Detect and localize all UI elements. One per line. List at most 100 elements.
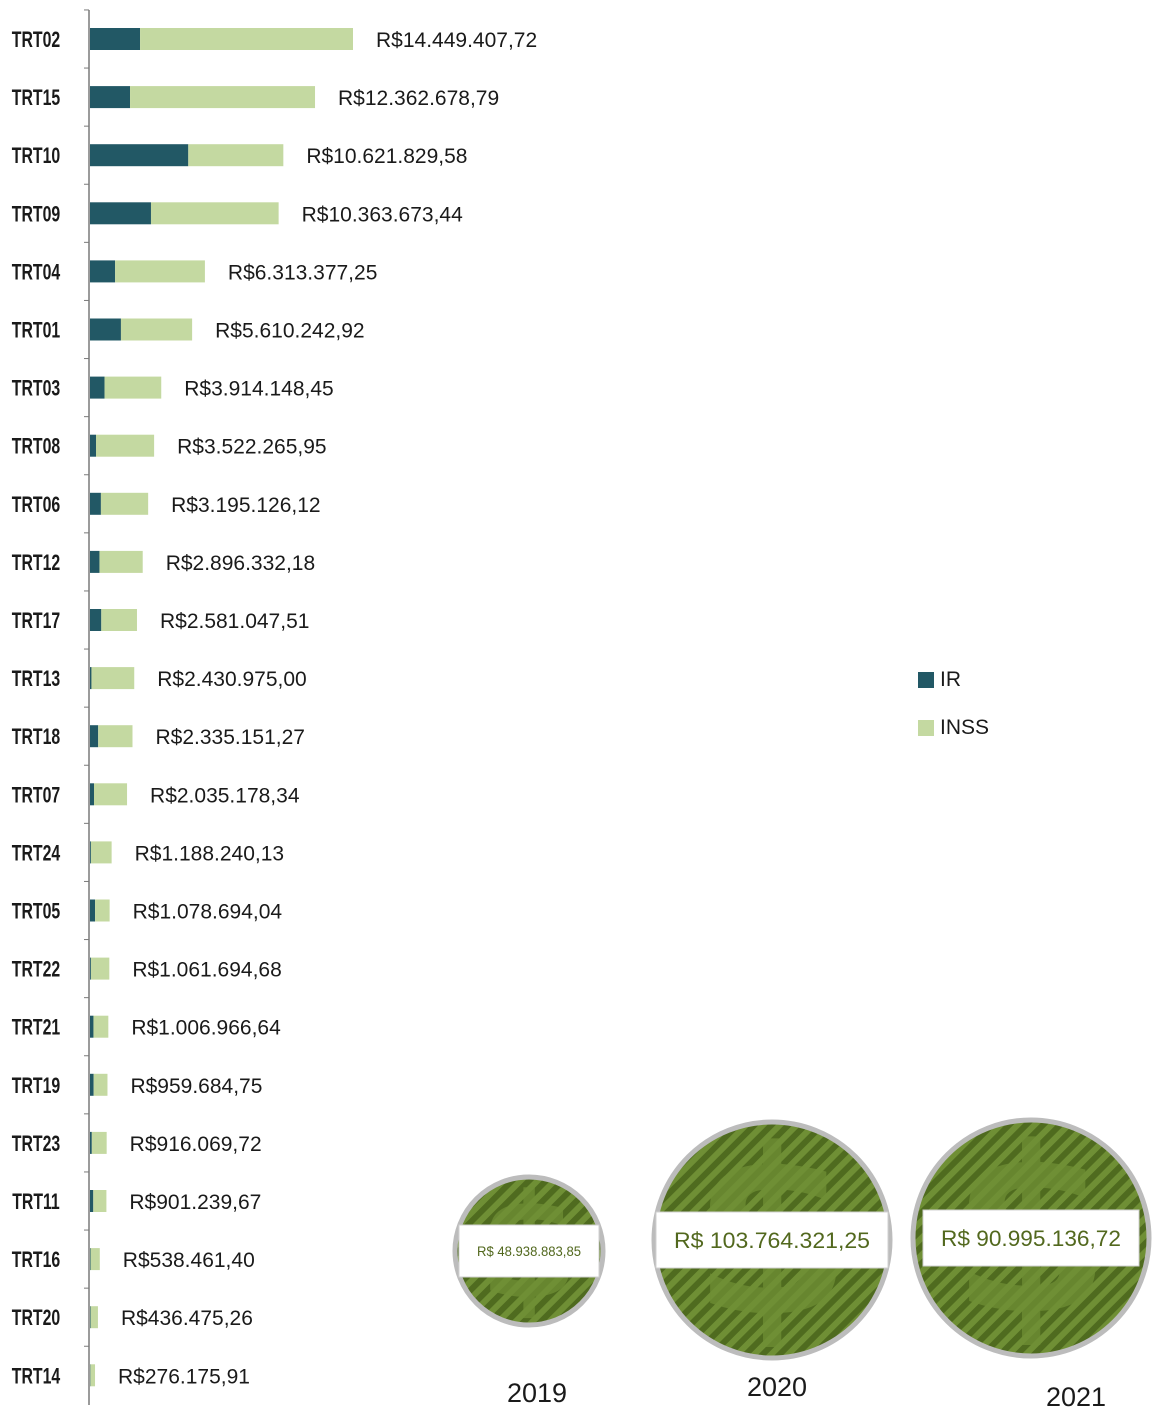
bar-inss (91, 667, 135, 690)
bar-total-label: R$538.461,40 (123, 1249, 255, 1272)
bar-total-label: R$3.195.126,12 (171, 494, 320, 517)
legend-item-inss: INSS (918, 716, 989, 740)
category-label: TRT09 (12, 203, 60, 227)
bar-total-label: R$901.239,67 (129, 1191, 261, 1214)
legend-label-inss: INSS (940, 716, 990, 739)
bar-inss (90, 1248, 100, 1271)
bar-total-label: R$1.061.694,68 (132, 959, 281, 982)
bar-inss (150, 202, 279, 225)
bar-inss (90, 1306, 98, 1329)
category-label: TRT16 (12, 1249, 60, 1273)
category-label: TRT14 (12, 1365, 61, 1389)
bar-total-label: R$959.684,75 (130, 1075, 262, 1098)
bar-ir (90, 1015, 94, 1038)
bar-ir (90, 899, 96, 922)
bar-inss (101, 609, 137, 631)
legend-swatch-inss (918, 720, 934, 736)
legend-label-ir: IR (940, 668, 961, 691)
bar-total-label: R$2.035.178,34 (150, 784, 300, 807)
bar-ir (90, 86, 131, 109)
bar-ir (90, 260, 116, 283)
bar-ir (90, 667, 92, 690)
category-label: TRT02 (12, 29, 60, 53)
bar-total-label: R$14.449.407,72 (376, 29, 537, 52)
category-label: TRT17 (12, 610, 60, 634)
bar-ir (90, 376, 105, 399)
bar-total-label: R$1.188.240,13 (135, 842, 284, 865)
bar-inss (94, 783, 128, 806)
legend-swatch-ir (918, 672, 934, 688)
category-label: TRT24 (12, 842, 61, 866)
bar-total-label: R$10.621.829,58 (306, 145, 467, 168)
bar-total-label: R$276.175,91 (118, 1365, 250, 1388)
bar-inss (120, 318, 193, 341)
bar-inss (93, 1015, 109, 1038)
chart-legend: IR INSS (918, 668, 989, 764)
category-label: TRT19 (12, 1074, 60, 1098)
category-label: TRT13 (12, 668, 60, 692)
bar-inss (140, 28, 353, 50)
bar-ir (90, 783, 95, 806)
bar-ir (90, 957, 91, 980)
bar-total-label: R$6.313.377,25 (228, 261, 377, 284)
category-label: TRT22 (12, 958, 60, 982)
bar-ir (90, 28, 141, 50)
category-label: TRT15 (12, 87, 61, 111)
legend-item-ir: IR (918, 668, 989, 692)
bar-ir (90, 202, 151, 225)
category-label: TRT12 (12, 552, 60, 576)
category-label: TRT23 (12, 1133, 60, 1157)
category-label: TRT04 (12, 261, 61, 285)
category-label: TRT06 (12, 493, 60, 517)
bar-ir (90, 609, 102, 631)
bar-total-label: R$2.896.332,18 (166, 552, 315, 575)
bar-ir (90, 1248, 91, 1271)
bar-ir (90, 841, 91, 864)
bar-inss (91, 1131, 107, 1154)
bar-ir (90, 725, 99, 748)
bar-total-label: R$10.363.673,44 (302, 203, 463, 226)
bar-ir (90, 1073, 94, 1096)
bar-ir (90, 492, 101, 515)
bar-total-label: R$12.362.678,79 (338, 87, 499, 110)
bar-total-label: R$2.581.047,51 (160, 610, 309, 633)
category-label: TRT01 (12, 319, 61, 343)
category-label: TRT18 (12, 726, 61, 750)
bar-total-label: R$436.475,26 (121, 1307, 253, 1330)
bar-inss (95, 899, 110, 922)
bar-total-label: R$2.335.151,27 (156, 726, 305, 749)
bar-total-label: R$916.069,72 (130, 1133, 262, 1156)
bar-inss (98, 725, 133, 748)
bar-inss (104, 376, 162, 399)
category-label: TRT11 (12, 1191, 60, 1215)
bar-ir (90, 550, 100, 573)
bar-inss (99, 550, 143, 573)
bar-ir (90, 1131, 92, 1154)
bar-total-label: R$1.078.694,04 (133, 901, 283, 924)
category-label: TRT07 (12, 784, 60, 808)
bar-total-label: R$1.006.966,64 (131, 1017, 281, 1040)
bar-inss (96, 434, 155, 457)
bar-inss (90, 1364, 96, 1387)
bar-inss (93, 1190, 107, 1212)
category-label: TRT08 (12, 435, 61, 459)
category-label: TRT21 (12, 1016, 61, 1040)
bar-inss (100, 492, 149, 515)
bar-inss (115, 260, 205, 283)
category-label: TRT03 (12, 377, 60, 401)
bar-inss (188, 144, 284, 167)
bar-ir (90, 1306, 91, 1329)
bar-total-label: R$3.522.265,95 (177, 436, 326, 459)
bar-ir (90, 318, 121, 341)
category-label: TRT10 (12, 145, 60, 169)
category-label: TRT05 (12, 900, 61, 924)
bar-total-label: R$2.430.975,00 (157, 668, 306, 691)
bar-ir (90, 144, 189, 167)
bar-inss (90, 957, 110, 980)
bar-total-label: R$3.914.148,45 (184, 378, 333, 401)
bar-total-label: R$5.610.242,92 (215, 320, 364, 343)
bar-inss (90, 841, 112, 864)
bar-inss (93, 1073, 108, 1096)
